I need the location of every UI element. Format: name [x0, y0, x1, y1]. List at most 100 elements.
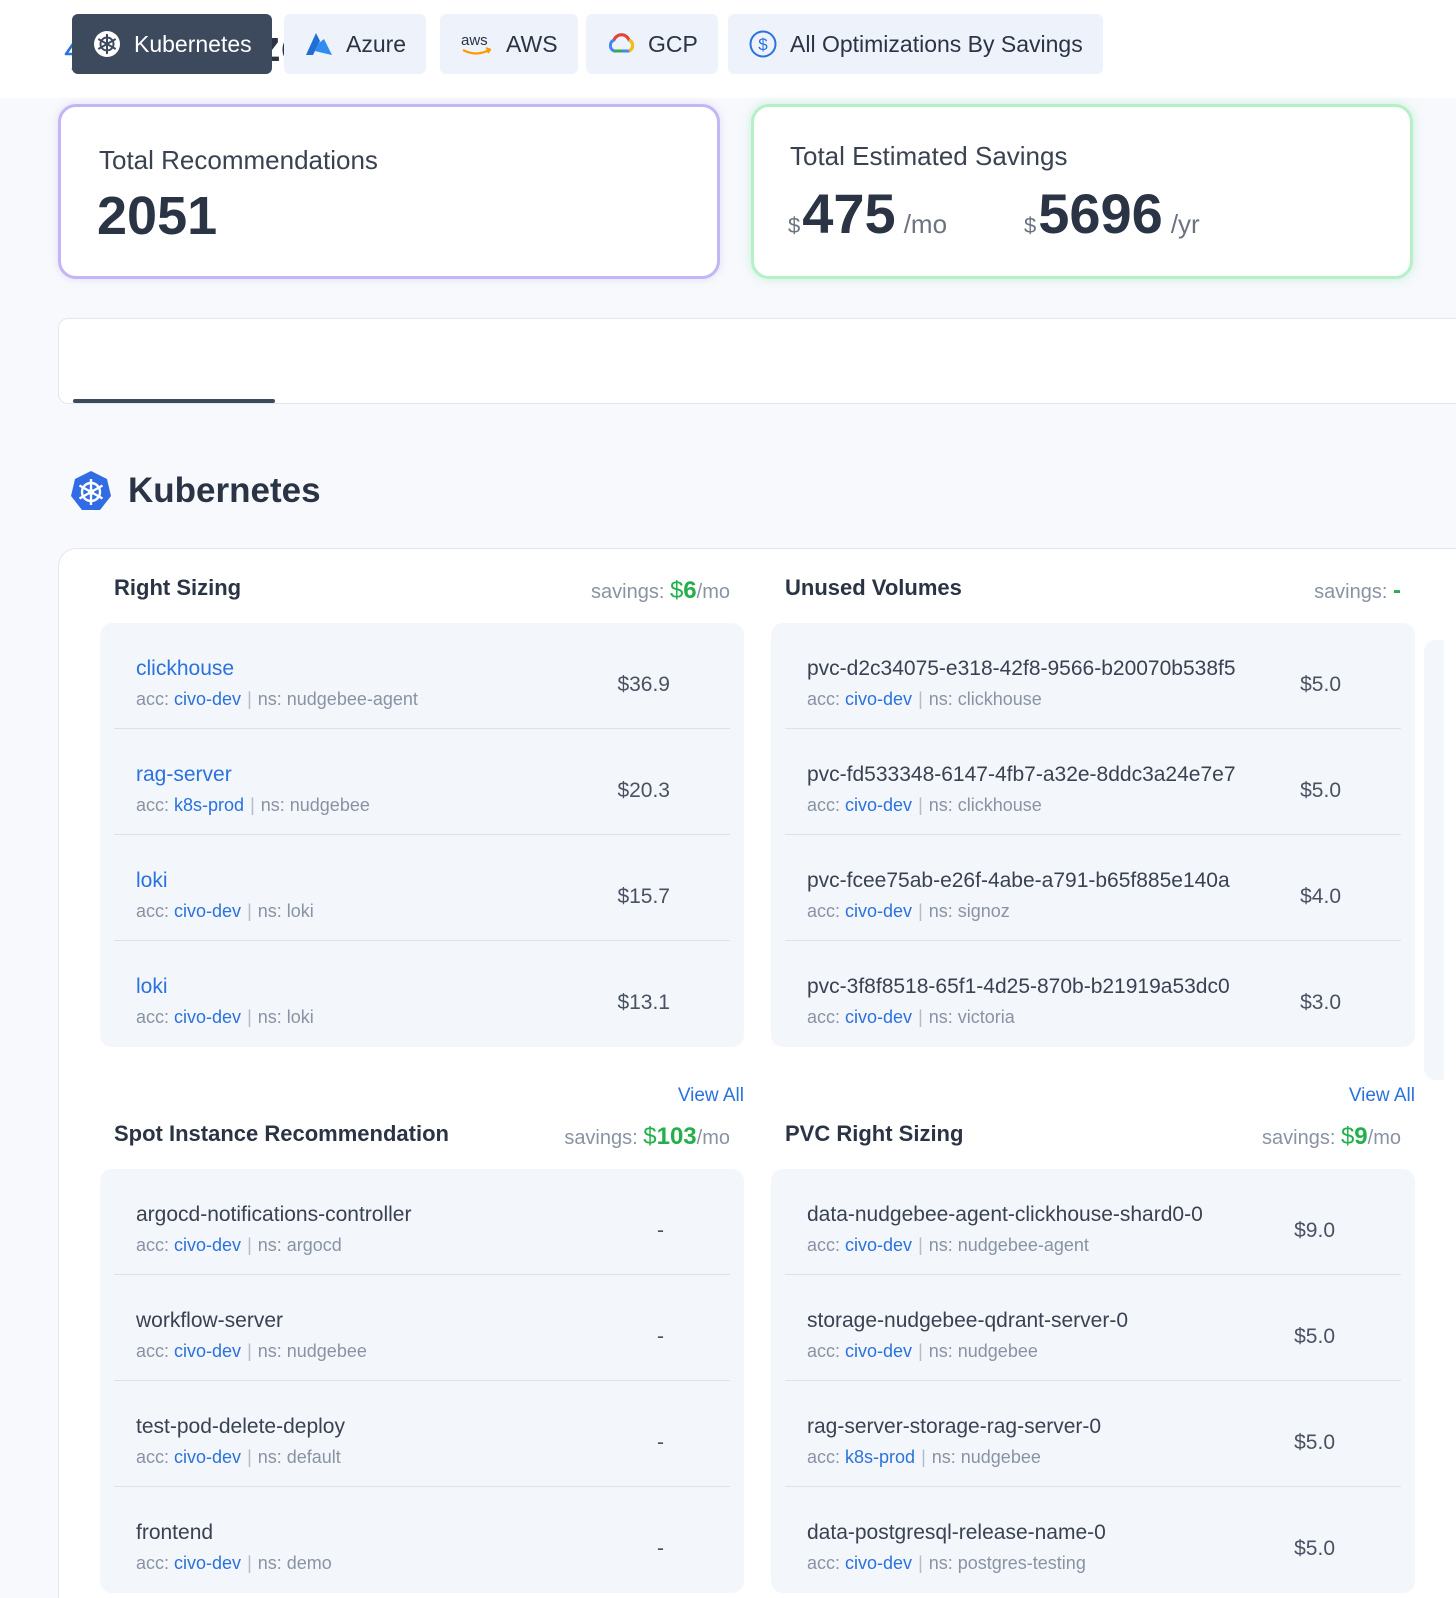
view-all-link[interactable]: View All [677, 1085, 744, 1106]
account-link[interactable]: civo-dev [174, 1553, 242, 1573]
azure-icon [306, 33, 332, 55]
resource-name: pvc-3f8f8518-65f1-4d25-870b-b21919a53dc0 [807, 975, 1230, 998]
list-item[interactable]: pvc-fcee75ab-e26f-4abe-a791-b65f885e140a… [785, 835, 1401, 941]
recommendation-list: data-nudgebee-agent-clickhouse-shard0-0 … [771, 1169, 1415, 1593]
list-item[interactable]: storage-nudgebee-qdrant-server-0 acc: ci… [785, 1275, 1401, 1381]
list-item[interactable]: frontend acc: civo-dev | ns: demo - [136, 1521, 664, 1573]
block-title: PVC Right Sizing [785, 1121, 964, 1146]
svg-text:$: $ [758, 35, 768, 54]
tab-all-optimizations[interactable]: $ All Optimizations By Savings [728, 14, 1103, 74]
recommendation-list: argocd-notifications-controller acc: civ… [100, 1169, 744, 1593]
total-savings-label: Total Estimated Savings [790, 141, 1068, 171]
savings-value: - [1393, 577, 1401, 604]
account-link[interactable]: civo-dev [174, 1341, 242, 1361]
resource-name: pvc-d2c34075-e318-42f8-9566-b20070b538f5 [807, 657, 1236, 680]
list-item[interactable]: data-postgresql-release-name-0 acc: civo… [807, 1521, 1335, 1573]
list-item[interactable]: pvc-3f8f8518-65f1-4d25-870b-b21919a53dc0… [807, 975, 1341, 1027]
total-recommendations-card: Total Recommendations 2051 [58, 104, 720, 279]
total-recommendations-value: 2051 [97, 186, 218, 246]
savings-amount: $5.0 [1300, 779, 1341, 802]
resource-name: rag-server-storage-rag-server-0 [807, 1415, 1102, 1438]
account-link[interactable]: civo-dev [174, 1007, 242, 1027]
tab-kubernetes[interactable]: Kubernetes [72, 14, 272, 74]
block-savings: savings: - [1314, 577, 1401, 604]
list-item[interactable]: rag-server acc: k8s-prod | ns: nudgebee $2… [114, 729, 730, 835]
total-recommendations-label: Total Recommendations [99, 145, 378, 175]
tab-label: All Optimizations By Savings [790, 30, 1083, 57]
account-link[interactable]: k8s-prod [174, 795, 245, 815]
list-item[interactable]: test-pod-delete-deploy acc: civo-dev | ns:… [114, 1381, 730, 1487]
yearly-unit: /yr [1170, 209, 1200, 239]
tab-label: AWS [506, 30, 558, 57]
active-tab-indicator [73, 399, 275, 403]
account-link[interactable]: civo-dev [845, 689, 913, 709]
block-savings: savings: $9/mo [1262, 1123, 1401, 1150]
block-savings: savings: $103/mo [564, 1123, 730, 1150]
savings-amount: - [657, 1219, 664, 1242]
savings-amount: $5.0 [1294, 1325, 1335, 1348]
section-header: Kubernetes [70, 470, 321, 512]
savings-value: 9 [1354, 1123, 1368, 1150]
tab-label: Kubernetes [134, 30, 252, 57]
resource-name: frontend [136, 1521, 214, 1544]
account-link[interactable]: k8s-prod [845, 1447, 916, 1467]
account-link[interactable]: civo-dev [174, 901, 242, 921]
yearly-savings-value: 5696 [1038, 182, 1163, 245]
dollar-circle-icon: $ [749, 30, 777, 58]
savings-amount: $5.0 [1300, 673, 1341, 696]
savings-amount: $15.7 [617, 885, 670, 908]
account-link[interactable]: civo-dev [845, 1553, 913, 1573]
account-link[interactable]: civo-dev [845, 901, 913, 921]
account-link[interactable]: civo-dev [845, 1341, 913, 1361]
list-item[interactable]: workflow-server acc: civo-dev | ns: nudgeb… [114, 1275, 730, 1381]
section-title: Kubernetes [128, 471, 321, 510]
savings-amount: $5.0 [1294, 1537, 1335, 1560]
resource-name: pvc-fcee75ab-e26f-4abe-a791-b65f885e140a [807, 869, 1230, 892]
tab-label: Azure [346, 30, 407, 57]
aws-icon: aws [461, 32, 492, 55]
recommendation-list: clickhouse acc: civo-dev | ns: nudgebee-ag… [100, 623, 744, 1047]
kubernetes-icon [71, 471, 111, 510]
account-link[interactable]: civo-dev [845, 1007, 913, 1027]
block-title: Spot Instance Recommendation [114, 1121, 449, 1146]
svg-text:aws: aws [461, 32, 488, 49]
list-item[interactable]: loki acc: civo-dev | ns: loki $15.7 [114, 835, 730, 941]
resource-name: data-nudgebee-agent-clickhouse-shard0-0 [807, 1203, 1203, 1226]
resource-name-link[interactable]: clickhouse [136, 657, 235, 680]
view-all-link[interactable]: View All [1348, 1085, 1415, 1106]
kubernetes-icon [94, 31, 120, 57]
resource-name: workflow-server [136, 1309, 284, 1332]
account-link[interactable]: civo-dev [174, 1447, 242, 1467]
tab-gcp[interactable]: GCP [586, 14, 718, 74]
monthly-savings-value: 475 [802, 182, 896, 245]
resource-name-link[interactable]: loki [136, 975, 168, 998]
block-title: Right Sizing [114, 575, 242, 600]
account-link[interactable]: civo-dev [845, 795, 913, 815]
savings-amount: $5.0 [1294, 1431, 1335, 1454]
list-item[interactable]: data-nudgebee-agent-clickhouse-shard0-0 … [785, 1169, 1401, 1275]
monthly-savings: $ 475 /mo [788, 181, 947, 246]
gcp-icon [608, 33, 635, 53]
list-item[interactable]: loki acc: civo-dev | ns: loki $13.1 [136, 975, 670, 1027]
account-link[interactable]: civo-dev [174, 689, 242, 709]
currency-symbol: $ [1024, 213, 1037, 238]
resource-name-link[interactable]: loki [136, 869, 168, 892]
savings-amount: $3.0 [1300, 991, 1341, 1014]
list-item[interactable]: argocd-notifications-controller acc: civ… [114, 1169, 730, 1275]
list-item[interactable]: rag-server-storage-rag-server-0 acc: k8s… [785, 1381, 1401, 1487]
resource-name-link[interactable]: rag-server [136, 763, 232, 786]
total-savings-card: Total Estimated Savings $ 475 /mo $ 5696… [751, 104, 1413, 279]
tab-azure[interactable]: Azure [284, 14, 427, 74]
savings-amount: $13.1 [617, 991, 670, 1014]
account-link[interactable]: civo-dev [845, 1235, 913, 1255]
list-item[interactable]: pvc-d2c34075-e318-42f8-9566-b20070b538f5… [785, 623, 1401, 729]
savings-value: 6 [683, 577, 697, 604]
block-savings: savings: $6/mo [591, 577, 730, 604]
resource-name: storage-nudgebee-qdrant-server-0 [807, 1309, 1129, 1332]
account-link[interactable]: civo-dev [174, 1235, 242, 1255]
resource-name: pvc-fd533348-6147-4fb7-a32e-8ddc3a24e7e7 [807, 763, 1236, 786]
tab-aws[interactable]: aws AWS [440, 14, 578, 74]
list-item[interactable]: pvc-fd533348-6147-4fb7-a32e-8ddc3a24e7e7… [785, 729, 1401, 835]
list-item[interactable]: clickhouse acc: civo-dev | ns: nudgebee-ag… [114, 623, 730, 729]
yearly-savings: $ 5696 /yr [1024, 181, 1200, 246]
